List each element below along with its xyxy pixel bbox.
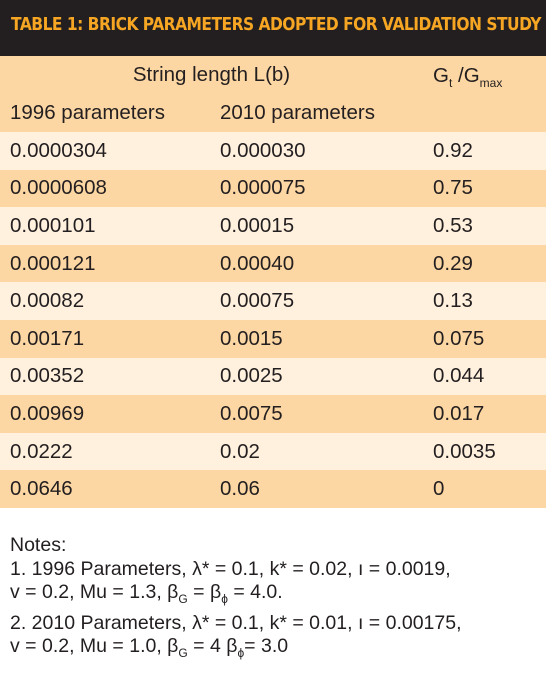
- note-1-line-2: v = 0.2, Mu = 1.3, βG = βϕ = 4.0.: [10, 581, 283, 606]
- cell-g-ratio: 0.53: [423, 207, 546, 245]
- g-ratio-header: Gt /Gmax: [423, 56, 546, 132]
- cell-1996: 0.000121: [0, 244, 210, 283]
- string-length-header: String length L(b): [0, 56, 424, 94]
- cell-2010: 0.0075: [210, 395, 424, 433]
- cell-g-ratio: 0.0035: [423, 432, 546, 471]
- cell-2010: 0.02: [210, 432, 424, 471]
- table-row: 0.00171 0.0015 0.075: [0, 319, 546, 358]
- table-row: 0.0000608 0.000075 0.75: [0, 169, 546, 208]
- cell-g-ratio: 0.017: [423, 395, 546, 433]
- cell-g-ratio: 0.92: [423, 132, 546, 170]
- cell-1996: 0.00171: [0, 319, 210, 358]
- table-row: 0.00352 0.0025 0.044: [0, 357, 546, 396]
- cell-1996: 0.0222: [0, 432, 210, 471]
- table-row: 0.00082 0.00075 0.13: [0, 282, 546, 320]
- cell-1996: 0.0000608: [0, 169, 210, 208]
- cell-1996: 0.000101: [0, 207, 210, 245]
- cell-g-ratio: 0.044: [423, 357, 546, 396]
- cell-g-ratio: 0.13: [423, 282, 546, 320]
- g-ratio-label: Gt /Gmax: [433, 64, 503, 90]
- cell-2010: 0.00015: [210, 207, 424, 245]
- parameters-table: String length L(b) Gt /Gmax 1996 paramet…: [0, 56, 546, 508]
- table-row: 0.000101 0.00015 0.53: [0, 207, 546, 245]
- header-row-2: 1996 parameters 2010 parameters: [0, 94, 546, 132]
- note-2-line-1: 2. 2010 Parameters, λ* = 0.1, k* = 0.01,…: [10, 611, 462, 634]
- header-1996: 1996 parameters: [0, 94, 210, 132]
- notes-heading: Notes:: [10, 534, 67, 556]
- cell-2010: 0.0015: [210, 319, 424, 358]
- header-row-1: String length L(b) Gt /Gmax: [0, 56, 546, 132]
- cell-2010: 0.000030: [210, 132, 424, 170]
- cell-2010: 0.000075: [210, 169, 424, 208]
- notes: Notes: 1. 1996 Parameters, λ* = 0.1, k* …: [10, 534, 546, 666]
- cell-1996: 0.0000304: [0, 132, 210, 170]
- cell-2010: 0.00075: [210, 282, 424, 320]
- table-row: 0.0646 0.06 0: [0, 470, 546, 508]
- table-row: 0.0222 0.02 0.0035: [0, 432, 546, 471]
- note-1-line-1: 1. 1996 Parameters, λ* = 0.1, k* = 0.02,…: [10, 557, 451, 580]
- cell-1996: 0.00352: [0, 357, 210, 396]
- table-row: 0.000121 0.00040 0.29: [0, 244, 546, 283]
- cell-g-ratio: 0.75: [423, 169, 546, 208]
- cell-1996: 0.0646: [0, 470, 210, 508]
- table-row: 0.00969 0.0075 0.017: [0, 395, 546, 433]
- cell-g-ratio: 0: [423, 470, 546, 508]
- table-row: 0.0000304 0.000030 0.92: [0, 132, 546, 170]
- cell-1996: 0.00082: [0, 282, 210, 320]
- cell-1996: 0.00969: [0, 395, 210, 433]
- table-title: TABLE 1: BRICK PARAMETERS ADOPTED FOR VA…: [11, 14, 542, 35]
- cell-g-ratio: 0.075: [423, 319, 546, 358]
- cell-g-ratio: 0.29: [423, 244, 546, 283]
- title-bar: TABLE 1: BRICK PARAMETERS ADOPTED FOR VA…: [0, 0, 546, 56]
- note-2-line-2: v = 0.2, Mu = 1.0, βG = 4 βϕ= 3.0: [10, 635, 289, 660]
- header-2010: 2010 parameters: [210, 94, 424, 132]
- cell-2010: 0.00040: [210, 244, 424, 283]
- cell-2010: 0.06: [210, 470, 424, 508]
- cell-2010: 0.0025: [210, 357, 424, 396]
